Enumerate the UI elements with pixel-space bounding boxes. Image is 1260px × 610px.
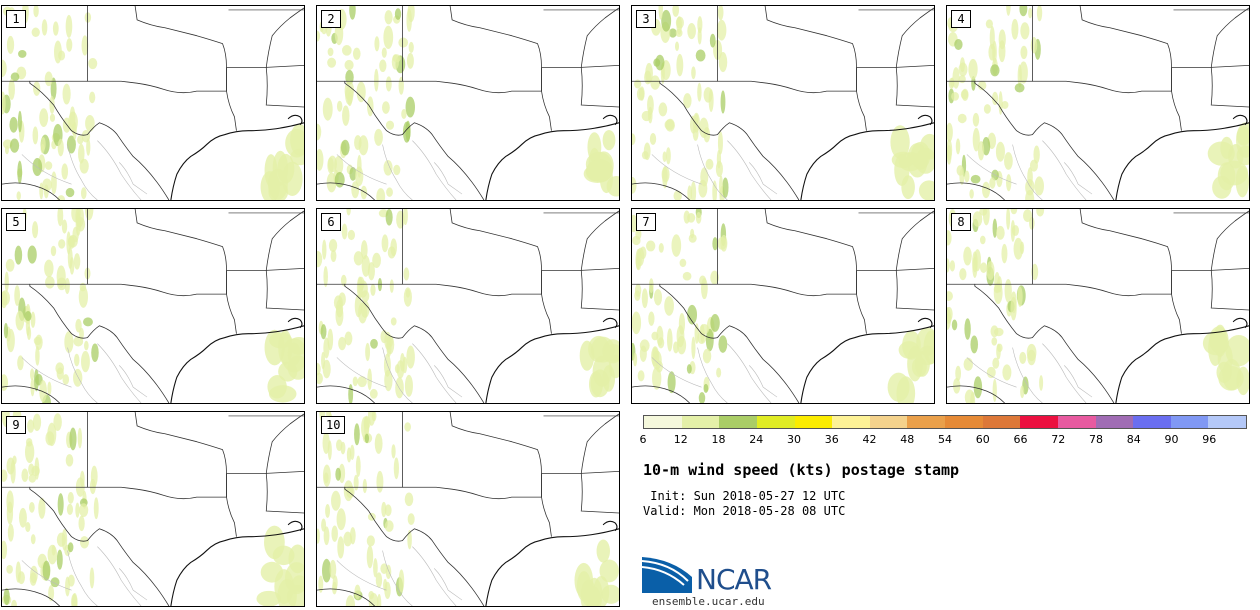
colorbar-tick-label: 78: [1089, 433, 1103, 446]
colorbar-tick-label: 72: [1051, 433, 1066, 446]
member-number-label: 2: [321, 10, 341, 28]
colorbar-segment: [719, 416, 757, 428]
colorbar-tick-label: 54: [938, 433, 952, 446]
colorbar-tick-label: 66: [1013, 433, 1028, 446]
colorbar-segment: [756, 416, 795, 428]
map-panel-8: 8: [946, 208, 1250, 404]
colorbar-segment: [1095, 416, 1134, 428]
colorbar-tick-label: 96: [1202, 433, 1217, 446]
colorbar-segment: [945, 416, 983, 428]
colorbar-tick-label: 90: [1164, 433, 1179, 446]
texas-region-map: [317, 6, 619, 200]
texas-region-map: [947, 6, 1249, 200]
map-panel-1: 1: [1, 5, 305, 201]
colorbar-tick-label: 84: [1126, 433, 1141, 446]
map-panel-5: 5: [1, 208, 305, 404]
texas-region-map: [2, 412, 304, 606]
texas-region-map: [317, 412, 619, 606]
member-number-label: 10: [321, 416, 346, 434]
member-number-label: 8: [951, 213, 971, 231]
texas-region-map: [2, 6, 304, 200]
colorbar-segment: [1020, 416, 1058, 428]
valid-time: Valid: Mon 2018-05-28 08 UTC: [643, 504, 846, 518]
colorbar-segment: [1133, 416, 1171, 428]
colorbar-segment: [1057, 416, 1096, 428]
member-number-label: 5: [6, 213, 26, 231]
colorbar-segment: [1208, 416, 1246, 428]
colorbar: [643, 415, 1247, 429]
member-number-label: 7: [636, 213, 656, 231]
member-number-label: 9: [6, 416, 26, 434]
texas-region-map: [632, 209, 934, 403]
init-time: Init: Sun 2018-05-27 12 UTC: [643, 489, 846, 503]
colorbar-tick-label: 12: [673, 433, 688, 446]
logo-url: ensemble.ucar.edu: [652, 595, 765, 608]
texas-region-map: [947, 209, 1249, 403]
texas-region-map: [632, 6, 934, 200]
ncar-logo-icon: [642, 557, 692, 593]
colorbar-segment: [982, 416, 1021, 428]
colorbar-segment: [832, 416, 870, 428]
colorbar-tick-label: 36: [824, 433, 839, 446]
map-panel-6: 6: [316, 208, 620, 404]
colorbar-tick-label: 48: [900, 433, 915, 446]
texas-region-map: [2, 209, 304, 403]
colorbar-tick-label: 24: [749, 433, 764, 446]
colorbar-segment: [644, 416, 682, 428]
texas-region-map: [317, 209, 619, 403]
map-panel-9: 9: [1, 411, 305, 607]
member-number-label: 1: [6, 10, 26, 28]
map-panel-2: 2: [316, 5, 620, 201]
colorbar-tick-label: 18: [711, 433, 726, 446]
map-title: 10-m wind speed (kts) postage stamp: [643, 461, 960, 479]
colorbar-tick-label: 6: [639, 433, 647, 446]
colorbar-segment: [681, 416, 720, 428]
colorbar-segment: [907, 416, 945, 428]
colorbar-segment: [1170, 416, 1209, 428]
colorbar-ticks: 6 12 18 24 30 36 42 48 54 60 66 72 78 84 90 96: [639, 433, 1247, 447]
map-panel-7: 7: [631, 208, 935, 404]
member-number-label: 4: [951, 10, 971, 28]
ncar-logo-text: NCAR: [696, 563, 772, 596]
map-panel-4: 4: [946, 5, 1250, 201]
colorbar-tick-label: 60: [975, 433, 990, 446]
colorbar-tick-label: 42: [862, 433, 877, 446]
member-number-label: 3: [636, 10, 656, 28]
colorbar-segment: [869, 416, 908, 428]
colorbar-tick-label: 30: [787, 433, 801, 446]
colorbar-segment: [794, 416, 833, 428]
map-panel-10: 10: [316, 411, 620, 607]
map-panel-3: 3: [631, 5, 935, 201]
member-number-label: 6: [321, 213, 341, 231]
